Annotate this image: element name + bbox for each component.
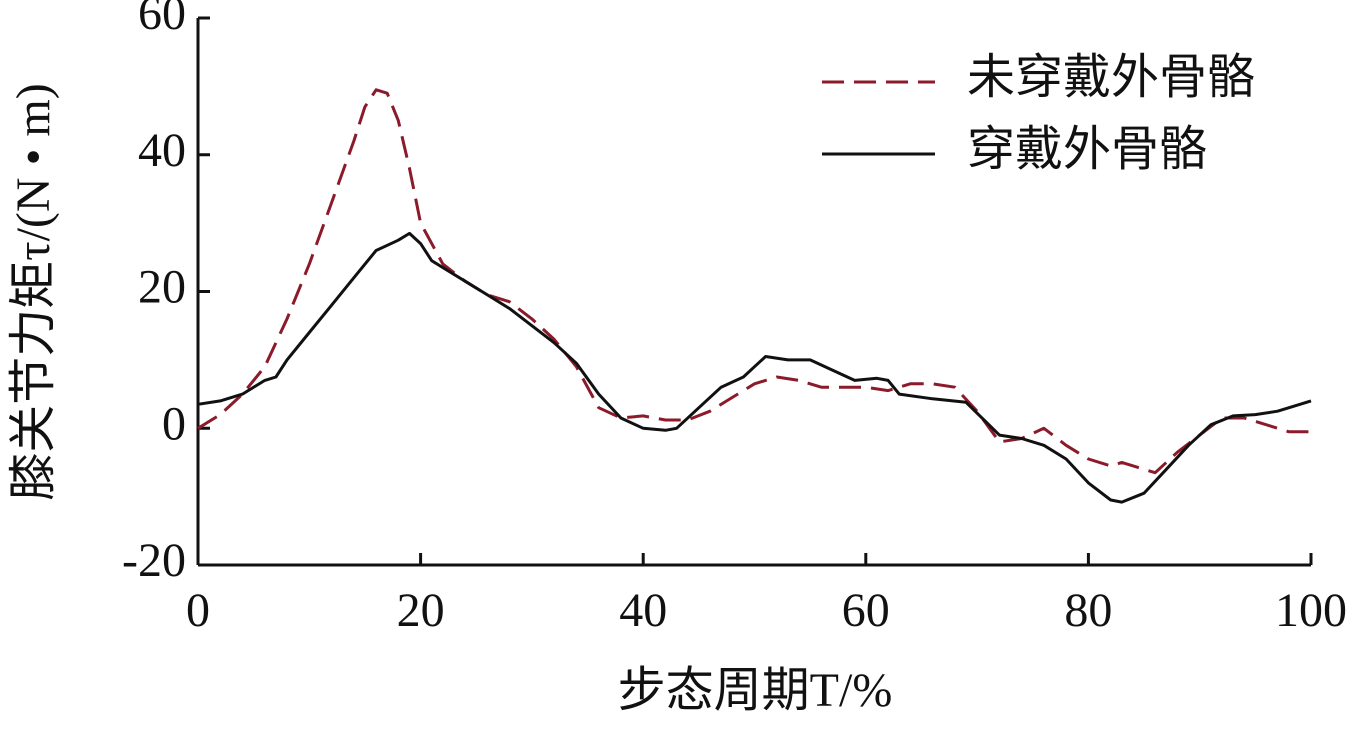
y-tick-label: 60 (138, 0, 186, 40)
series-line (197, 231, 1312, 504)
y-axis-label: 膝关节力矩τ/(N • m) (7, 83, 60, 500)
x-tick-label: 100 (1275, 584, 1347, 637)
x-axis-label: 步态周期T/% (618, 664, 893, 717)
x-tick-label: 20 (397, 584, 445, 637)
series-line (197, 88, 1311, 475)
y-tick-label: 40 (138, 124, 186, 177)
x-tick-label: 80 (1064, 584, 1112, 637)
y-tick-label: -20 (122, 534, 186, 587)
y-tick-label: 0 (162, 397, 186, 450)
x-tick-label: 60 (842, 584, 890, 637)
legend-label: 未穿戴外骨骼 (967, 51, 1255, 104)
x-tick-label: 0 (186, 584, 210, 637)
y-tick-label: 20 (138, 261, 186, 314)
legend-label: 穿戴外骨骼 (967, 123, 1207, 176)
x-tick-label: 40 (619, 584, 667, 637)
